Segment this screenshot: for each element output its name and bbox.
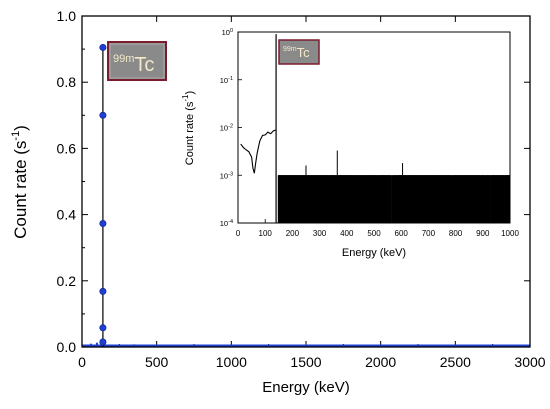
inset-x-tick-label: 500 xyxy=(367,229,381,238)
inset-x-tick-label: 900 xyxy=(476,229,490,238)
inset-x-tick-label: 200 xyxy=(286,229,300,238)
main-x-tick-label: 0 xyxy=(78,354,86,370)
main-y-tick-label: 0.8 xyxy=(57,74,77,90)
inset-x-tick-label: 400 xyxy=(340,229,354,238)
inset-x-axis-title: Energy (keV) xyxy=(342,247,406,259)
inset-y-tick-label: 10-4 xyxy=(220,219,233,228)
main-peak-point xyxy=(99,287,107,295)
main-peak-point xyxy=(99,111,107,119)
main-x-tick-label: 2500 xyxy=(440,354,471,370)
main-peak-point xyxy=(99,324,107,332)
main-peak-point xyxy=(99,220,107,228)
main-plot-frame xyxy=(81,15,531,348)
main-peak-point xyxy=(99,43,107,51)
inset-y-tick-label: 100 xyxy=(222,28,233,37)
main-ticks: 0 500 1000 1500 2000 2500 30000.00.20.40.60.81… xyxy=(57,8,546,370)
main-x-tick-label: 500 xyxy=(145,354,169,370)
main-y-tick-label: 1.0 xyxy=(57,8,77,24)
main-peak-point xyxy=(99,338,107,346)
inset-low-energy-trace xyxy=(240,129,276,174)
inset-y-tick-label: 10-1 xyxy=(220,76,233,85)
inset-x-tick-label: 1000 xyxy=(501,229,519,238)
main-data xyxy=(82,43,530,348)
inset-x-tick-label: 100 xyxy=(259,229,273,238)
inset-x-tick-label: 600 xyxy=(395,229,409,238)
main-x-tick-label: 3000 xyxy=(514,354,545,370)
inset-plot-frame xyxy=(237,31,511,224)
main-y-tick-label: 0.0 xyxy=(57,339,77,355)
main-x-tick-label: 1500 xyxy=(290,354,321,370)
main-y-axis-title: Count rate (s-1) xyxy=(10,125,30,239)
inset-data xyxy=(240,34,511,223)
inset-y-tick-label: 10-2 xyxy=(220,124,233,133)
main-x-tick-label: 1000 xyxy=(216,354,247,370)
inset-x-tick-label: 700 xyxy=(422,229,436,238)
main-tc-label: 99mTc xyxy=(113,53,154,76)
main-tc-label-box: 99mTc xyxy=(107,41,167,81)
inset-y-axis-title: Count rate (s-1) xyxy=(181,91,196,165)
inset-x-tick-label: 0 xyxy=(236,229,241,238)
main-labels: Energy (keV) Count rate (s-1) xyxy=(10,125,350,396)
main-y-tick-label: 0.2 xyxy=(57,273,77,289)
inset-x-tick-label: 800 xyxy=(449,229,463,238)
inset-y-tick-label: 10-3 xyxy=(220,171,233,180)
main-x-tick-label: 2000 xyxy=(365,354,396,370)
main-y-tick-label: 0.6 xyxy=(57,140,77,156)
main-x-axis-title: Energy (keV) xyxy=(262,379,350,396)
inset-noise-series xyxy=(277,175,511,223)
inset-tc-label-box: 99mTc xyxy=(278,39,320,65)
inset-tc-label: 99mTc xyxy=(283,45,310,60)
main-y-tick-label: 0.4 xyxy=(57,207,77,223)
inset-x-tick-label: 300 xyxy=(313,229,327,238)
inset-labels: Energy (keV) Count rate (s-1) xyxy=(181,91,406,259)
